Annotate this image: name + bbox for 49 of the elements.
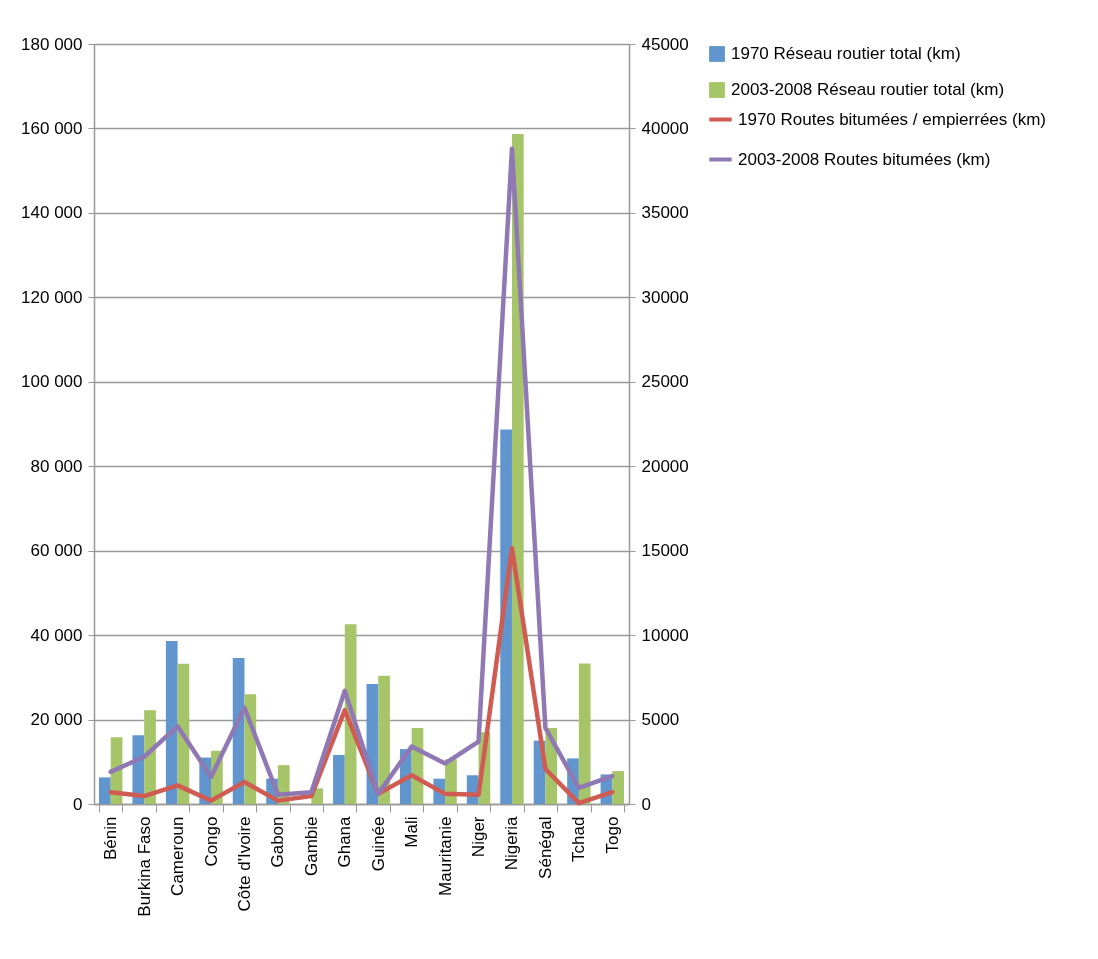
y-tick-label: 80 000	[30, 456, 83, 476]
y2-tick-label: 10000	[641, 625, 689, 645]
y-tick-label: 20 000	[30, 710, 83, 730]
x-tick-label: Burkina Faso	[134, 816, 154, 917]
y2-tick-label: 45000	[641, 34, 689, 54]
x-tick-label: Mali	[402, 816, 422, 848]
y2-tick-label: 20000	[641, 456, 689, 476]
legend-label: 2003-2008 Routes bitumées (km)	[738, 149, 991, 169]
y-tick-label: 140 000	[21, 203, 83, 223]
legend-label: 1970 Réseau routier total (km)	[731, 44, 961, 63]
bar	[378, 675, 390, 804]
x-tick-label: Bénin	[101, 816, 121, 860]
bar	[333, 755, 345, 804]
y2-tick-label: 40000	[641, 118, 689, 138]
y-tick-label: 0	[73, 794, 83, 814]
x-tick-label: Mauritanie	[435, 816, 455, 896]
line-series	[108, 545, 615, 806]
x-tick-label: Ghana	[335, 815, 355, 868]
x-tick-label: Nigeria	[502, 815, 522, 871]
x-tick-label: Gambie	[301, 816, 321, 877]
legend-label: 2003-2008 Réseau routier total (km)	[731, 80, 1005, 99]
x-tick-label: Congo	[201, 816, 221, 867]
y-tick-label: 100 000	[21, 372, 83, 392]
x-tick-label: Sénégal	[535, 816, 555, 879]
bar	[165, 641, 178, 804]
y-tick-label: 60 000	[30, 541, 83, 561]
y2-tick-label: 25000	[641, 372, 689, 392]
bar	[500, 429, 512, 804]
bar	[99, 777, 111, 804]
x-tick-label: Tchad	[569, 816, 589, 862]
line-series	[108, 146, 615, 797]
y2-tick-label: 0	[641, 794, 651, 814]
x-tick-label: Niger	[469, 816, 489, 858]
x-tick-label: Côte d'Ivoire	[234, 816, 254, 912]
y-tick-label: 120 000	[21, 287, 83, 307]
legend-label: 1970 Routes bitumées / empierrées (km)	[738, 109, 1047, 129]
x-tick-label: Cameroun	[168, 816, 188, 896]
x-tick-label: Guinée	[368, 816, 388, 872]
y2-tick-label: 35000	[641, 203, 689, 223]
y-tick-label: 160 000	[21, 118, 83, 138]
y-tick-label: 40 000	[30, 625, 83, 645]
x-tick-label: Gabon	[268, 816, 288, 868]
y-tick-label: 180 000	[21, 34, 83, 54]
y2-tick-label: 5000	[641, 710, 680, 730]
y2-tick-label: 15000	[641, 541, 689, 561]
x-tick-label: Togo	[602, 816, 622, 854]
bar	[612, 771, 624, 804]
bar	[578, 663, 591, 804]
y2-tick-label: 30000	[641, 287, 689, 307]
